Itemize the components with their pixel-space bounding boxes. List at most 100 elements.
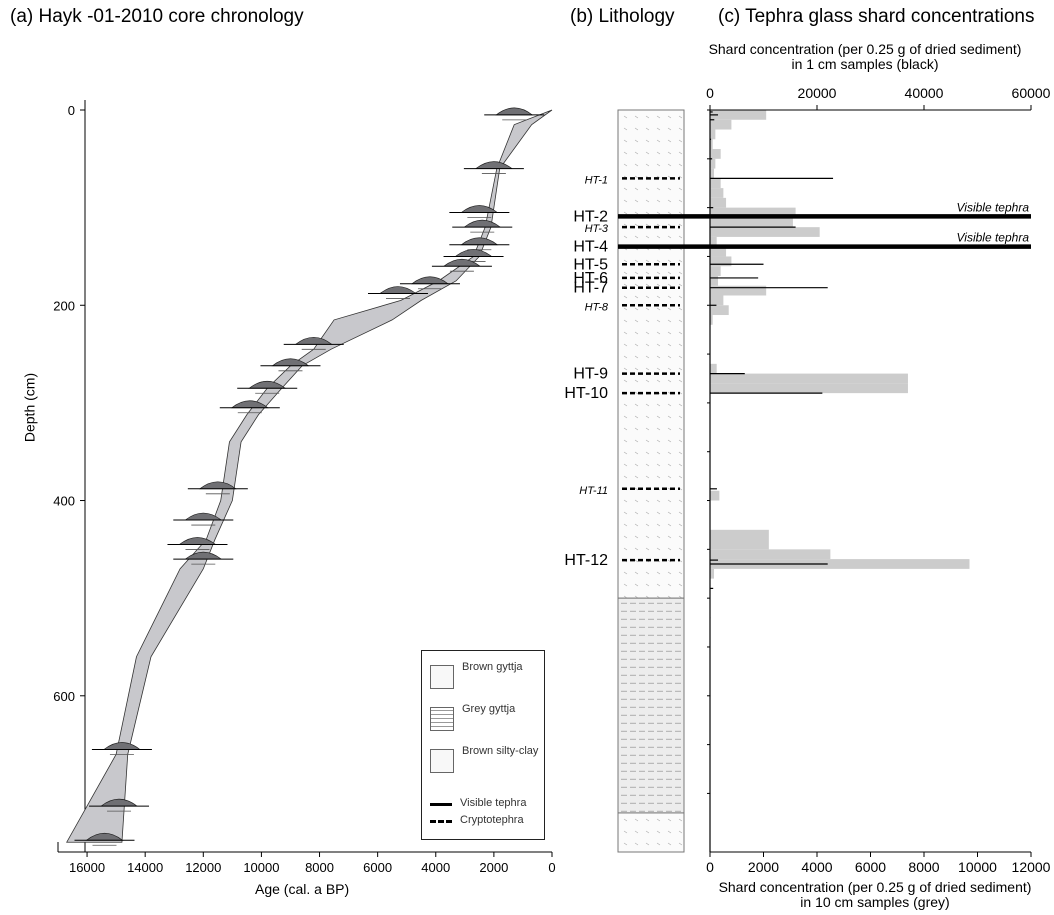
x-tick-label: 12000 [185,860,221,875]
brown-silty-clay-swatch-icon [430,749,454,773]
gyttja-texture [656,295,661,299]
gyttja-texture [678,547,683,551]
grey-bar [710,197,727,208]
bottom-tick-label: 0 [706,859,714,875]
gyttja-texture [623,211,628,215]
gyttja-texture [645,355,650,359]
gyttja-texture [634,307,639,311]
gyttja-texture [623,223,628,227]
gyttja-texture [623,151,628,155]
x-tick-label: 0 [548,860,555,875]
gyttja-texture [623,199,628,203]
legend-cryptotephra: Cryptotephra [430,814,545,828]
gyttja-texture [623,307,628,311]
gyttja-texture [678,415,683,419]
gyttja-texture [667,583,672,587]
tephra-label: HT-10 [564,385,608,402]
gyttja-texture [645,439,650,443]
gyttja-texture [623,343,628,347]
gyttja-texture [623,475,628,479]
gyttja-texture [656,259,661,263]
grey-bar [710,149,721,159]
gyttja-texture [667,818,672,822]
gyttja-texture [623,415,628,419]
gyttja-texture [678,535,683,539]
gyttja-texture [667,187,672,191]
panel-a-title: (a) Hayk -01-2010 core chronology [10,6,304,27]
grey-bar [710,139,713,150]
tephra-label: HT-4 [573,239,608,256]
gyttja-texture [678,511,683,515]
gyttja-texture [623,319,628,323]
grey-bar [710,568,715,579]
lithology-unit [617,812,685,853]
tephra-label: HT-2 [573,208,608,225]
gyttja-texture [667,307,672,311]
gyttja-texture [656,271,661,275]
grey-bar [710,363,717,374]
gyttja-texture [667,535,672,539]
grey-bar [710,275,719,286]
gyttja-texture [645,830,650,834]
gyttja-texture [678,187,683,191]
gyttja-texture [656,355,661,359]
tephra-label: HT-9 [573,366,608,383]
solid-line-icon [430,803,452,806]
bottom-tick-label: 2000 [748,859,779,875]
gyttja-texture [634,391,639,395]
gyttja-texture [634,199,639,203]
gyttja-texture [645,139,650,143]
gyttja-texture [623,547,628,551]
gyttja-texture [678,367,683,371]
gyttja-texture [678,199,683,203]
gyttja-texture [634,331,639,335]
gyttja-texture [678,139,683,143]
gyttja-texture [667,523,672,527]
legend: Brown gyttja Grey gyttja Brown silty-cla… [421,650,545,840]
gyttja-texture [656,499,661,503]
gyttja-texture [634,235,639,239]
gyttja-texture [667,547,672,551]
gyttja-texture [645,451,650,455]
gyttja-texture [645,415,650,419]
gyttja-texture [634,283,639,287]
gyttja-texture [667,223,672,227]
gyttja-texture [645,223,650,227]
gyttja-texture [656,379,661,383]
gyttja-texture [634,175,639,179]
grey-bar [710,373,908,384]
grey-bar [710,119,732,130]
gyttja-texture [634,499,639,503]
tephra-label: HT-6 [573,270,608,287]
gyttja-texture [678,403,683,407]
bottom-tick-label: 10000 [958,859,997,875]
dated-horizon-pdf [102,742,141,750]
gyttja-texture [678,175,683,179]
grey-bar [710,305,729,316]
gyttja-texture [645,115,650,119]
gyttja-texture [678,842,683,846]
gyttja-texture [667,403,672,407]
gyttja-texture [645,151,650,155]
gyttja-texture [667,355,672,359]
gyttja-texture [678,571,683,575]
top-tick-label: 20000 [798,85,837,101]
gyttja-texture [667,830,672,834]
gyttja-texture [667,235,672,239]
gyttja-texture [667,127,672,131]
y-tick-label: 200 [53,298,75,313]
gyttja-texture [678,271,683,275]
gyttja-texture [645,475,650,479]
x-tick-label: 4000 [421,860,450,875]
y-tick-label: 0 [68,103,75,118]
gyttja-texture [656,115,661,119]
gyttja-texture [634,475,639,479]
gyttja-texture [634,127,639,131]
gyttja-texture [645,331,650,335]
gyttja-texture [678,463,683,467]
gyttja-texture [667,343,672,347]
gyttja-texture [623,235,628,239]
gyttja-texture [645,307,650,311]
gyttja-texture [623,451,628,455]
gyttja-texture [634,571,639,575]
